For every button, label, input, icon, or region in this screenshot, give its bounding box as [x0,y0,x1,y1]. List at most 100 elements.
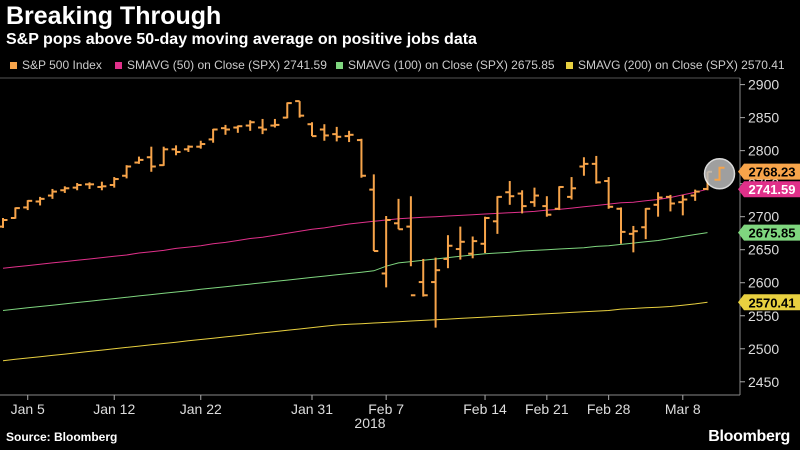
ohlc-bar [567,177,577,200]
ohlc-bar [35,196,45,206]
x-tick-label: Feb 21 [525,401,569,417]
y-axis-ticks: 2450250025502600265027002750280028502900 [740,77,779,390]
ohlc-bar [455,226,465,260]
last-value-tag: 2675.85 [738,224,800,241]
tag-background [738,294,800,311]
ohlc-bar [628,225,638,253]
ohlc-bar [529,187,539,207]
ohlc-bar [109,177,119,188]
legend-swatch [336,61,343,69]
y-tick-label: 2650 [748,242,779,258]
ohlc-bar [653,192,663,217]
tag-label: 2570.41 [749,295,796,310]
ohlc-bar [97,181,107,191]
ohlc-bar [307,122,317,138]
series-line-1 [2,188,708,269]
ohlc-bar [171,145,181,156]
x-tick-label: Feb 7 [368,401,404,417]
legend-label: SMAVG (100) on Close (SPX) 2675.85 [348,58,555,72]
ohlc-bar [554,185,564,211]
moving-average-lines [2,188,708,362]
ohlc-bar [381,216,391,288]
ohlc-bar [72,183,82,191]
ohlc-bar [468,236,478,259]
ohlc-bar [332,126,342,142]
tag-label: 2741.59 [749,182,796,197]
legend-entry-smavg100: SMAVG (100) on Close (SPX) 2675.85 [336,58,555,72]
ohlc-bar [183,145,193,152]
ohlc-bar [60,186,70,193]
bloomberg-logo: Bloomberg [708,428,790,445]
legend-entry-spx: S&P 500 Index [10,58,102,72]
ohlc-bar [196,140,206,149]
x-tick-label: Jan 12 [93,401,135,417]
ohlc-bar [356,138,366,178]
ohlc-bar [394,198,404,231]
ohlc-bar [542,196,552,217]
ohlc-bar [492,195,502,234]
highlight-bar-glyph [714,166,725,181]
ohlc-bar [443,235,453,269]
ohlc-bar [233,125,243,133]
last-value-tag: 2768.23 [738,163,800,180]
last-value-tag: 2570.41 [738,294,800,311]
tag-label: 2675.85 [749,226,796,241]
ohlc-bar [159,146,169,167]
ohlc-bar [270,118,280,128]
y-tick-label: 2900 [748,77,779,93]
ohlc-bar [295,100,305,118]
ohlc-bar [319,124,329,141]
ohlc-bar [369,174,379,253]
ohlc-bar [146,146,156,172]
tag-background [738,181,800,198]
ohlc-bar [258,118,268,135]
ohlc-bar [208,128,218,143]
ohlc-bar [665,194,675,212]
y-tick-label: 2550 [748,308,779,324]
legend-label: S&P 500 Index [22,58,102,72]
ohlc-bar [690,189,700,201]
ohlc-bar [220,124,230,135]
ohlc-bar [641,207,651,240]
ohlc-bar [245,120,255,131]
ohlc-bar [678,194,688,216]
tag-background [738,163,800,180]
legend-swatch [10,61,17,69]
ohlc-bar [591,155,601,184]
x-axis-ticks: Jan 5 Jan 12 Jan 22 Jan 31 Feb 7 Feb 14 Feb 21… [11,395,701,417]
x-tick-label: Feb 28 [587,401,631,417]
series-line-2 [2,232,708,311]
chart-title: Breaking Through [6,2,222,30]
ohlc-bar [122,165,132,179]
legend-label: SMAVG (50) on Close (SPX) 2741.59 [127,58,327,72]
ohlc-bar [431,257,441,328]
latest-bar-highlight [703,158,736,190]
ohlc-bar [47,188,57,199]
ohlc-bar [579,157,589,176]
ohlc-bar [23,199,33,211]
series-line-3 [2,301,708,362]
tag-background [738,224,800,241]
y-tick-label: 2700 [748,209,779,225]
y-tick-label: 2500 [748,341,779,357]
ohlc-bar [85,182,95,189]
x-tick-label: Jan 5 [11,401,45,417]
last-value-tag: 2741.59 [738,181,800,198]
ohlc-bar [406,196,416,297]
x-tick-label: Mar 8 [665,401,701,417]
ohlc-bars [0,100,713,328]
legend-swatch [566,61,573,69]
ohlc-bar [0,218,8,228]
x-tick-label: Feb 14 [463,401,507,417]
year-label: 2018 [354,415,385,431]
legend-label: SMAVG (200) on Close (SPX) 2570.41 [578,58,785,72]
y-tick-label: 2800 [748,143,779,159]
legend-swatch [115,61,122,69]
chart-subtitle: S&P pops above 50-day moving average on … [6,31,477,48]
chart-axes [0,77,741,396]
ohlc-bar [282,102,292,119]
legend-entry-smavg50: SMAVG (50) on Close (SPX) 2741.59 [115,58,327,72]
x-tick-label: Jan 31 [291,401,333,417]
ohlc-bar [480,216,490,254]
